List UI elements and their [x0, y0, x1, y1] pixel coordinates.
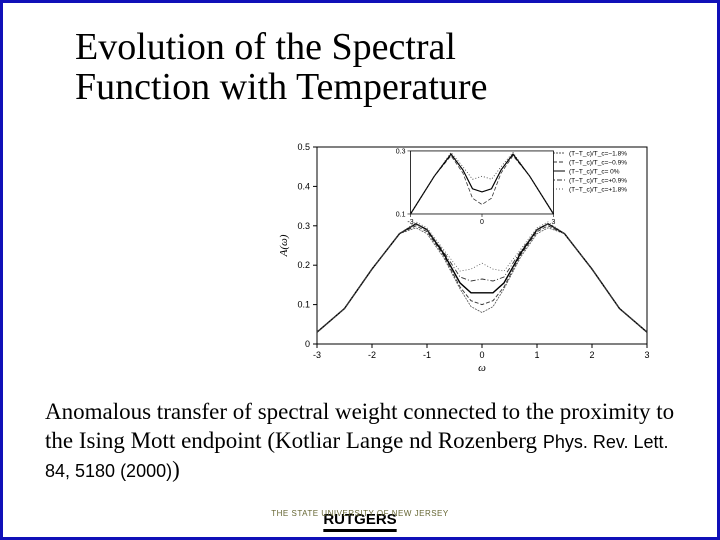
svg-text:(T−T_c)/T_c=−0.9%: (T−T_c)/T_c=−0.9%: [569, 160, 627, 167]
svg-text:3: 3: [552, 219, 556, 226]
svg-text:1: 1: [534, 350, 539, 360]
svg-text:-3: -3: [313, 350, 321, 360]
chart-svg: -3 -2 -1 0 1 2 3 0 0.1 0.2 0.3 0.4 0.5 ω A(ω) (T−T_c)/T…: [275, 139, 655, 374]
svg-text:-2: -2: [368, 350, 376, 360]
svg-text:-1: -1: [423, 350, 431, 360]
svg-text:0.4: 0.4: [297, 181, 310, 191]
footer: THE STATE UNIVERSITY OF NEW JERSEY RUTGE…: [3, 502, 717, 528]
slide-title: Evolution of the Spectral Function with …: [75, 28, 487, 108]
svg-text:0.2: 0.2: [297, 260, 310, 270]
svg-text:A(ω): A(ω): [278, 234, 290, 257]
svg-text:2: 2: [589, 350, 594, 360]
title-line-1: Evolution of the Spectral: [75, 26, 456, 68]
svg-text:0: 0: [305, 339, 310, 349]
caption-part3: ): [172, 457, 180, 482]
caption-text: Anomalous transfer of spectral weight co…: [45, 398, 675, 484]
svg-text:-3: -3: [407, 219, 413, 226]
svg-text:3: 3: [644, 350, 649, 360]
footer-university: THE STATE UNIVERSITY OF NEW JERSEY: [3, 509, 717, 518]
spectral-function-chart: -3 -2 -1 0 1 2 3 0 0.1 0.2 0.3 0.4 0.5 ω A(ω) (T−T_c)/T…: [275, 139, 655, 374]
svg-text:(T−T_c)/T_c= 0%: (T−T_c)/T_c= 0%: [569, 169, 620, 176]
svg-text:(T−T_c)/T_c=+0.9%: (T−T_c)/T_c=+0.9%: [569, 178, 627, 185]
title-line-2: Function with Temperature: [75, 66, 487, 108]
svg-text:(T−T_c)/T_c=+1.8%: (T−T_c)/T_c=+1.8%: [569, 187, 627, 194]
svg-text:ω: ω: [478, 362, 486, 374]
svg-text:0: 0: [479, 350, 484, 360]
svg-text:0.1: 0.1: [297, 300, 310, 310]
svg-text:0.3: 0.3: [297, 221, 310, 231]
svg-text:0: 0: [480, 219, 484, 226]
svg-text:0.1: 0.1: [396, 211, 406, 218]
svg-text:0.3: 0.3: [396, 148, 406, 155]
svg-text:0.5: 0.5: [297, 142, 310, 152]
svg-text:(T−T_c)/T_c=−1.8%: (T−T_c)/T_c=−1.8%: [569, 151, 627, 158]
